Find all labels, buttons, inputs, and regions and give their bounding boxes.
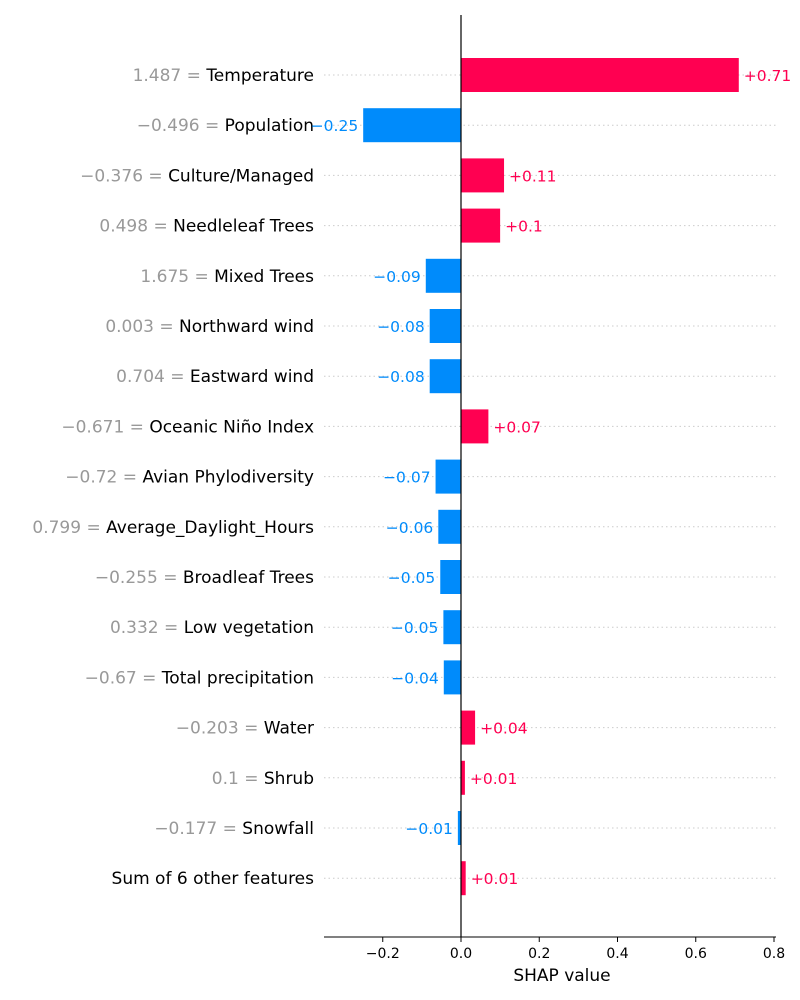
feature-value: −0.671 = xyxy=(61,417,149,437)
data-label: +0.04 xyxy=(480,720,527,738)
bar-broadleaf-trees xyxy=(440,560,461,594)
x-axis: −0.2 0.0 0.2 0.4 0.6 0.8 SHAP value xyxy=(324,936,785,986)
bar-temperature xyxy=(461,58,739,92)
feature-label: −0.203 = Water xyxy=(176,719,314,739)
bar-low-vegetation xyxy=(443,610,461,645)
feature-name: Sum of 6 other features xyxy=(112,869,315,889)
feature-name: Mixed Trees xyxy=(214,267,314,287)
feature-label: −0.496 = Population xyxy=(137,116,314,136)
feature-name: Eastward wind xyxy=(190,367,314,387)
feature-value: 1.487 = xyxy=(133,66,207,86)
bar-needleleaf-trees xyxy=(461,208,501,243)
x-tick-label: −0.2 xyxy=(366,946,400,962)
data-label: −0.09 xyxy=(373,268,421,286)
bar-sum-of-6-other-features xyxy=(461,861,466,896)
feature-label: 1.487 = Temperature xyxy=(133,66,314,86)
gridlines xyxy=(324,74,776,879)
data-label: −0.08 xyxy=(377,318,425,336)
x-tick-label: 0.2 xyxy=(528,946,550,962)
feature-name: Snowfall xyxy=(242,819,314,839)
feature-label: 0.003 = Northward wind xyxy=(105,317,314,337)
feature-name: Broadleaf Trees xyxy=(183,568,314,588)
data-label: +0.71 xyxy=(744,67,792,85)
feature-label: 0.332 = Low vegetation xyxy=(110,618,314,638)
x-ticks: −0.2 0.0 0.2 0.4 0.6 0.8 xyxy=(366,937,785,962)
feature-value: −0.67 = xyxy=(85,668,162,688)
feature-name: Oceanic Niño Index xyxy=(149,417,314,437)
data-label: −0.07 xyxy=(383,469,431,487)
data-label: −0.25 xyxy=(311,117,359,135)
feature-label: 0.498 = Needleleaf Trees xyxy=(99,217,314,237)
feature-label: −0.67 = Total precipitation xyxy=(85,668,314,688)
bar-average-daylight-hours xyxy=(438,509,461,544)
feature-label: 1.675 = Mixed Trees xyxy=(140,267,314,287)
feature-value: 0.799 = xyxy=(32,518,106,538)
bar-avian-phylodiversity xyxy=(435,459,461,494)
feature-name: Needleleaf Trees xyxy=(173,217,314,237)
feature-value: −0.203 = xyxy=(176,719,264,739)
feature-value: 0.332 = xyxy=(110,618,184,638)
data-label: −0.04 xyxy=(391,669,439,687)
data-label: +0.01 xyxy=(470,770,517,788)
feature-value: 0.003 = xyxy=(105,317,179,337)
feature-value: −0.72 = xyxy=(65,468,142,488)
bar-population xyxy=(363,108,461,143)
feature-label: −0.255 = Broadleaf Trees xyxy=(95,568,314,588)
feature-name: Shrub xyxy=(264,769,314,789)
x-axis-title: SHAP value xyxy=(513,966,610,986)
feature-value: 0.704 = xyxy=(116,367,190,387)
feature-value: −0.496 = xyxy=(137,116,225,136)
feature-label: 0.799 = Average_Daylight_Hours xyxy=(32,518,314,538)
data-label: −0.05 xyxy=(388,569,436,587)
bar-water xyxy=(461,710,476,745)
x-tick-label: 0.6 xyxy=(685,946,707,962)
bars xyxy=(363,58,739,896)
data-label: −0.01 xyxy=(405,820,453,838)
feature-label: −0.376 = Culture/Managed xyxy=(80,166,314,186)
feature-value: −0.177 = xyxy=(154,819,242,839)
feature-value: −0.376 = xyxy=(80,166,168,186)
x-tick-label: 0.0 xyxy=(450,946,472,962)
feature-name: Total precipitation xyxy=(161,668,314,688)
feature-label: −0.177 = Snowfall xyxy=(154,819,314,839)
bar-northward-wind xyxy=(429,309,461,343)
data-label: +0.1 xyxy=(505,218,543,236)
bar-culture-managed xyxy=(461,158,505,193)
feature-name: Culture/Managed xyxy=(168,166,314,186)
data-label: −0.06 xyxy=(386,519,434,537)
bar-oceanic-ni-o-index xyxy=(461,409,489,444)
feature-value: 0.498 = xyxy=(99,217,173,237)
feature-label: 0.704 = Eastward wind xyxy=(116,367,314,387)
data-label: −0.05 xyxy=(391,619,439,637)
feature-value: −0.255 = xyxy=(95,568,183,588)
feature-name: Temperature xyxy=(205,66,314,86)
data-labels: +0.71 −0.25 +0.11 +0.1 −0.09 −0.08 −0.08 +0.07 −… xyxy=(311,67,792,888)
bar-eastward-wind xyxy=(429,359,461,394)
feature-value: 1.675 = xyxy=(140,267,214,287)
bar-shrub xyxy=(461,760,465,795)
bar-total-precipitation xyxy=(443,660,461,695)
data-label: +0.07 xyxy=(493,418,541,436)
feature-name: Average_Daylight_Hours xyxy=(106,518,314,538)
feature-label: Sum of 6 other features xyxy=(112,869,315,889)
feature-label: −0.671 = Oceanic Niño Index xyxy=(61,417,314,437)
feature-label: −0.72 = Avian Phylodiversity xyxy=(65,468,314,488)
feature-name: Population xyxy=(225,116,314,136)
feature-name: Avian Phylodiversity xyxy=(142,468,314,488)
x-tick-label: 0.4 xyxy=(606,946,628,962)
feature-name: Water xyxy=(264,719,314,739)
bar-mixed-trees xyxy=(425,258,461,293)
data-label: +0.01 xyxy=(471,870,519,888)
data-label: −0.08 xyxy=(377,368,425,386)
data-label: +0.11 xyxy=(509,167,556,185)
x-tick-label: 0.8 xyxy=(763,946,785,962)
feature-name: Northward wind xyxy=(179,317,314,337)
feature-labels: 1.487 = Temperature−0.496 = Population−0… xyxy=(32,66,314,889)
feature-value: 0.1 = xyxy=(212,769,264,789)
bar-snowfall xyxy=(457,811,461,845)
feature-label: 0.1 = Shrub xyxy=(212,769,314,789)
feature-name: Low vegetation xyxy=(184,618,314,638)
